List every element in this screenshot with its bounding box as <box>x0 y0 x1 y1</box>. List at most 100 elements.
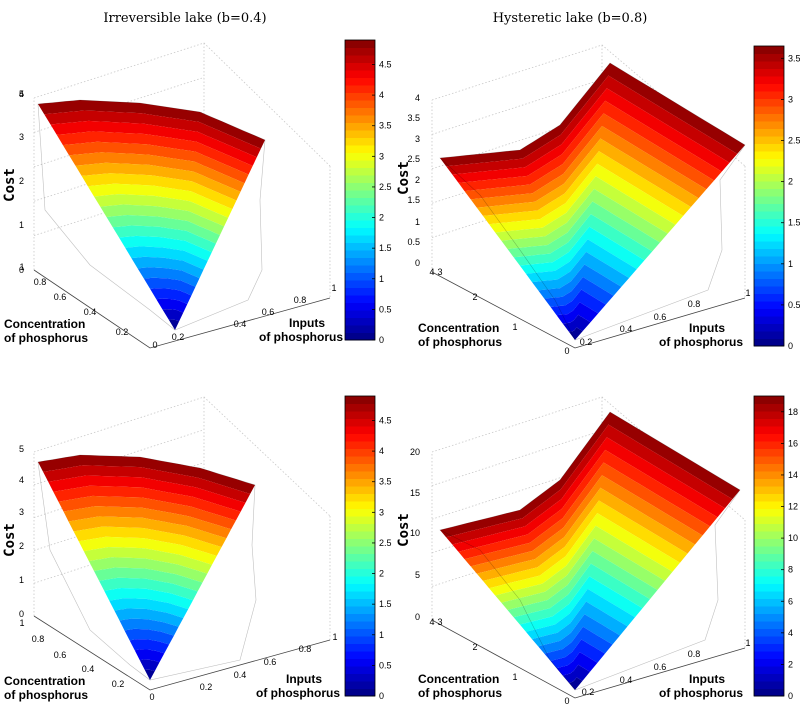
colorbar-segment <box>754 181 784 189</box>
colorbar-segment <box>345 568 375 577</box>
colorbar-frame <box>753 45 785 347</box>
surface-band <box>87 183 233 218</box>
z-tick-label: 5 <box>19 89 24 99</box>
colorbar-segment <box>754 143 784 152</box>
colorbar-segment <box>345 553 375 562</box>
colorbar-segment <box>345 636 375 644</box>
colorbar-segment <box>754 98 784 107</box>
colorbar-segment <box>754 643 784 652</box>
colorbar-tick-label: 3.5 <box>379 477 392 487</box>
colorbar-tick-label: 8 <box>788 565 793 575</box>
colorbar-segment <box>754 666 784 674</box>
colorbar-segment <box>754 233 784 242</box>
colorbar-segment <box>754 546 784 554</box>
colorbar-segment <box>345 62 375 71</box>
colorbar-segment <box>345 486 375 494</box>
y-tick-label: 2 <box>472 642 477 652</box>
surface-band <box>156 298 188 313</box>
colorbar-segment <box>754 621 784 629</box>
colorbar-segment <box>345 85 375 93</box>
colorbar-tick-label: 3 <box>379 151 384 161</box>
colorbar-tick-label: 1 <box>788 259 793 269</box>
colorbar-segment <box>754 68 784 77</box>
colorbar-segment <box>754 583 784 592</box>
colorbar-segment <box>754 493 784 502</box>
y-tick-label: 4 <box>429 617 434 627</box>
surface-band <box>562 314 591 332</box>
colorbar-segment <box>345 220 375 228</box>
surface-band <box>94 194 229 227</box>
colorbar-segment <box>345 205 375 213</box>
z-tick-label: 0 <box>19 265 24 275</box>
colorbar-segment <box>754 53 784 62</box>
colorbar-segment <box>345 332 375 341</box>
colorbar-segment <box>754 651 784 659</box>
x-axis-label-line2: of phosphorus <box>259 330 343 344</box>
x-axis-label-line1: Inputs <box>689 321 725 335</box>
surface-band <box>507 201 660 258</box>
colorbar-segment <box>754 403 784 412</box>
colorbar-segment <box>345 463 375 472</box>
colorbar-segment <box>754 441 784 449</box>
colorbar-segment <box>345 628 375 637</box>
y-tick-label: 0.4 <box>84 307 97 317</box>
surface-band <box>99 577 198 601</box>
colorbar-segment <box>754 301 784 309</box>
x-tick-label: 0.6 <box>654 662 667 672</box>
colorbar-segment <box>754 46 784 54</box>
colorbar-segment <box>754 456 784 464</box>
colorbar-segment <box>754 271 784 279</box>
colorbar-segment <box>754 673 784 682</box>
surface-band <box>119 618 179 636</box>
x-tick-label: 0.6 <box>654 312 667 322</box>
colorbar-segment <box>345 280 375 288</box>
surface-band <box>470 126 707 208</box>
colorbar-segment <box>345 523 375 532</box>
y-tick-label: 0 <box>149 692 154 702</box>
colorbar-segment <box>345 576 375 584</box>
z-tick-label: 0 <box>415 258 420 268</box>
colorbar-segment <box>345 666 375 674</box>
colorbar-tick-label: 1 <box>379 274 384 284</box>
surface-band <box>104 588 193 610</box>
surface-band <box>538 264 622 299</box>
surface-band <box>83 547 212 574</box>
surface-band <box>44 110 261 158</box>
surface-outline <box>37 454 257 681</box>
colorbar-segment <box>345 310 375 318</box>
x-tick-label: 0.4 <box>620 675 633 685</box>
colorbar-segment <box>345 613 375 622</box>
surface-band <box>495 176 676 241</box>
surface-band <box>550 639 605 669</box>
surface-band <box>162 309 184 322</box>
colorbar-tick-label: 18 <box>788 407 798 417</box>
y-axis-label-line1: Concentration <box>418 672 499 686</box>
colorbar-segment <box>345 591 375 599</box>
colorbar-tick-label: 2 <box>788 177 793 187</box>
colorbar-tick-label: 4.5 <box>379 59 392 69</box>
colorbar-segment <box>345 115 375 123</box>
x-axis-label-line1: Inputs <box>689 672 725 686</box>
surface-band <box>440 412 740 538</box>
colorbar-segment <box>345 47 375 56</box>
colorbar-segment <box>754 606 784 614</box>
colorbar-segment <box>345 40 375 48</box>
colorbar-segment <box>345 688 375 697</box>
chart-panel-top-left: 0.20.40.60.8100.20.40.60.81012345Inputso… <box>2 39 392 350</box>
colorbar-segment <box>754 61 784 69</box>
colorbar-segment <box>345 598 375 607</box>
z-tick-label: 2.5 <box>407 154 420 164</box>
z-tick-label: 3 <box>415 134 420 144</box>
colorbar-segment <box>754 278 784 287</box>
colorbar-segment <box>754 598 784 607</box>
colorbar: 0 0.5 1 1.5 2 2.5 3 3.5 4 4.5 <box>344 39 392 345</box>
y-tick-label: 1 <box>512 322 517 332</box>
surface-band <box>38 100 265 149</box>
surface-band <box>458 449 718 560</box>
colorbar-segment <box>345 396 375 404</box>
colorbar-segment <box>345 295 375 303</box>
surface-band <box>538 614 620 654</box>
colorbar-segment <box>754 478 784 487</box>
x-tick-label: 1 <box>331 283 336 293</box>
colorbar-tick-label: 0.5 <box>379 660 392 670</box>
